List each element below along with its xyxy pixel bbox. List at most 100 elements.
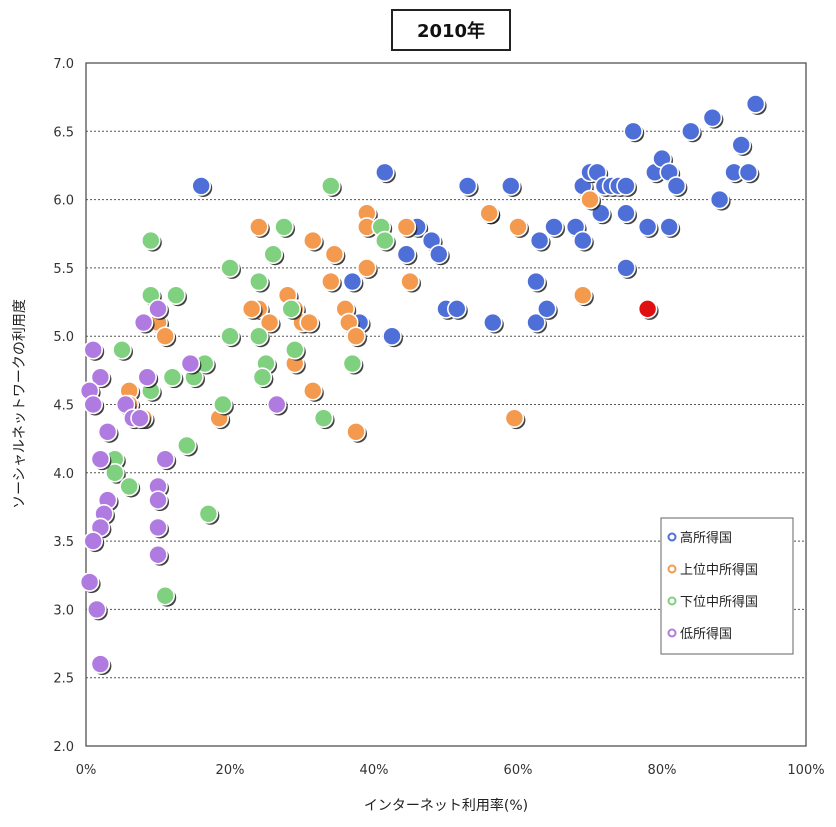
point-marker [90, 367, 111, 387]
data-point [616, 258, 637, 279]
legend-label: 高所得国 [680, 530, 732, 546]
data-point [97, 422, 119, 443]
legend-label: 下位中所得国 [680, 594, 758, 610]
point-marker [731, 135, 752, 155]
point-marker [544, 217, 564, 237]
point-marker [374, 230, 395, 251]
point-marker [457, 176, 478, 196]
data-point [482, 312, 504, 334]
data-point [155, 326, 177, 348]
point-marker [248, 217, 269, 237]
point-marker [346, 326, 366, 347]
chart-title: 2010年 [417, 20, 485, 42]
point-marker [83, 394, 103, 415]
legend-marker [667, 532, 677, 542]
point-marker [284, 340, 305, 360]
point-marker [133, 312, 154, 333]
data-point [90, 367, 112, 389]
point-marker [659, 217, 680, 237]
y-tick-label: 6.0 [53, 194, 74, 209]
data-point [616, 203, 637, 225]
data-point [220, 326, 241, 348]
point-marker [374, 162, 395, 183]
data-point [504, 408, 526, 430]
data-point [83, 394, 105, 416]
point-marker [508, 217, 528, 237]
point-marker [446, 299, 467, 319]
data-point [148, 299, 169, 320]
data-point [382, 326, 403, 348]
point-marker [213, 394, 233, 415]
data-point [374, 162, 396, 184]
point-marker [281, 299, 302, 319]
x-tick-label: 60% [504, 763, 533, 778]
point-marker [263, 244, 284, 265]
data-point [137, 367, 159, 389]
data-point [738, 162, 760, 184]
data-point [320, 176, 342, 197]
data-point [666, 176, 688, 197]
data-point [87, 599, 108, 621]
point-marker [500, 176, 521, 196]
point-marker [313, 408, 334, 428]
data-point [141, 230, 162, 252]
point-marker [274, 217, 294, 237]
data-point [302, 230, 324, 252]
point-marker [666, 176, 687, 196]
data-point [263, 244, 285, 266]
point-marker [396, 244, 417, 265]
data-point [209, 408, 231, 430]
data-point [356, 258, 378, 279]
data-point [284, 340, 306, 361]
x-tick-label: 40% [360, 763, 389, 778]
point-marker [90, 449, 111, 469]
data-point [526, 312, 547, 334]
y-tick-label: 5.5 [53, 262, 74, 277]
data-point [526, 271, 547, 293]
x-tick-label: 0% [76, 763, 97, 778]
point-marker [536, 299, 557, 319]
x-axis-ticks: 0% 20% 40% 60% 80% 100% [76, 763, 825, 778]
point-marker [220, 326, 240, 347]
point-marker [130, 408, 150, 428]
data-points [79, 94, 767, 676]
data-point [177, 435, 198, 457]
data-point [616, 176, 637, 197]
point-marker [141, 230, 161, 251]
legend-marker [667, 628, 677, 638]
point-marker [396, 217, 417, 237]
data-point [731, 135, 753, 156]
data-point [529, 230, 551, 252]
point-marker [83, 531, 103, 551]
point-marker [180, 353, 201, 374]
data-point [508, 217, 529, 238]
point-marker [346, 422, 366, 442]
point-marker [356, 258, 377, 278]
point-marker [320, 176, 341, 196]
point-marker [177, 435, 197, 456]
y-tick-label: 3.5 [53, 535, 74, 550]
legend-label: 上位中所得国 [680, 562, 758, 578]
data-point [83, 531, 105, 553]
point-marker [87, 599, 107, 620]
y-tick-label: 2.5 [53, 672, 74, 687]
data-point [544, 217, 565, 238]
point-marker [572, 285, 593, 306]
point-marker [702, 107, 723, 128]
data-point [342, 353, 364, 375]
data-point [457, 176, 479, 197]
data-point [572, 285, 594, 307]
point-marker [105, 462, 125, 483]
point-marker [266, 394, 287, 415]
data-point [702, 107, 724, 129]
point-marker [637, 299, 658, 319]
point-marker [738, 162, 759, 183]
data-point [346, 326, 367, 348]
data-point [446, 299, 468, 320]
data-point [281, 299, 303, 320]
data-point [580, 189, 601, 211]
point-marker [428, 244, 449, 265]
data-point [79, 572, 101, 594]
y-tick-label: 3.0 [53, 603, 74, 618]
